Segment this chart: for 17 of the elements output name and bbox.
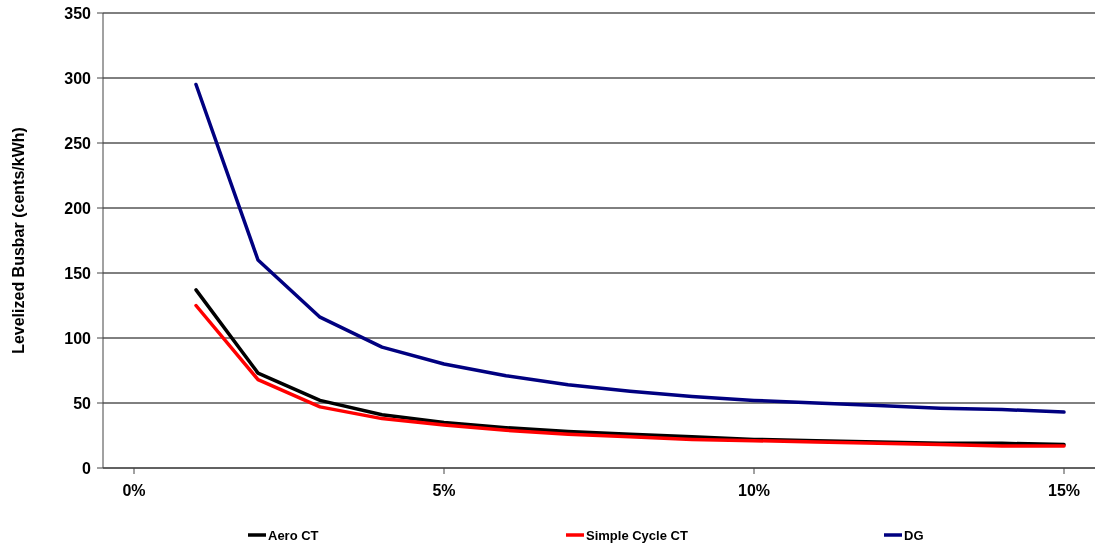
y-tick-label: 350 xyxy=(64,4,92,22)
y-tick-label: 50 xyxy=(73,394,92,412)
x-tick-label: 5% xyxy=(432,482,456,499)
y-tick-label: 250 xyxy=(64,134,92,152)
y-tick-label: 200 xyxy=(64,199,92,217)
y-tick-label: 300 xyxy=(64,69,92,87)
y-axis-title: Levelized Busbar (cents/kWh) xyxy=(10,127,27,354)
legend-label: Simple Cycle CT xyxy=(586,527,688,543)
x-tick-label: 10% xyxy=(737,482,771,499)
y-tick-label: 0 xyxy=(82,459,92,477)
x-tick-label: 0% xyxy=(122,482,146,499)
legend-label: Aero CT xyxy=(268,527,319,543)
y-tick-label: 150 xyxy=(64,264,92,282)
legend-label: DG xyxy=(904,527,924,543)
x-tick-label: 15% xyxy=(1047,482,1081,499)
y-tick-label: 100 xyxy=(64,329,92,347)
line-series xyxy=(194,82,1066,414)
